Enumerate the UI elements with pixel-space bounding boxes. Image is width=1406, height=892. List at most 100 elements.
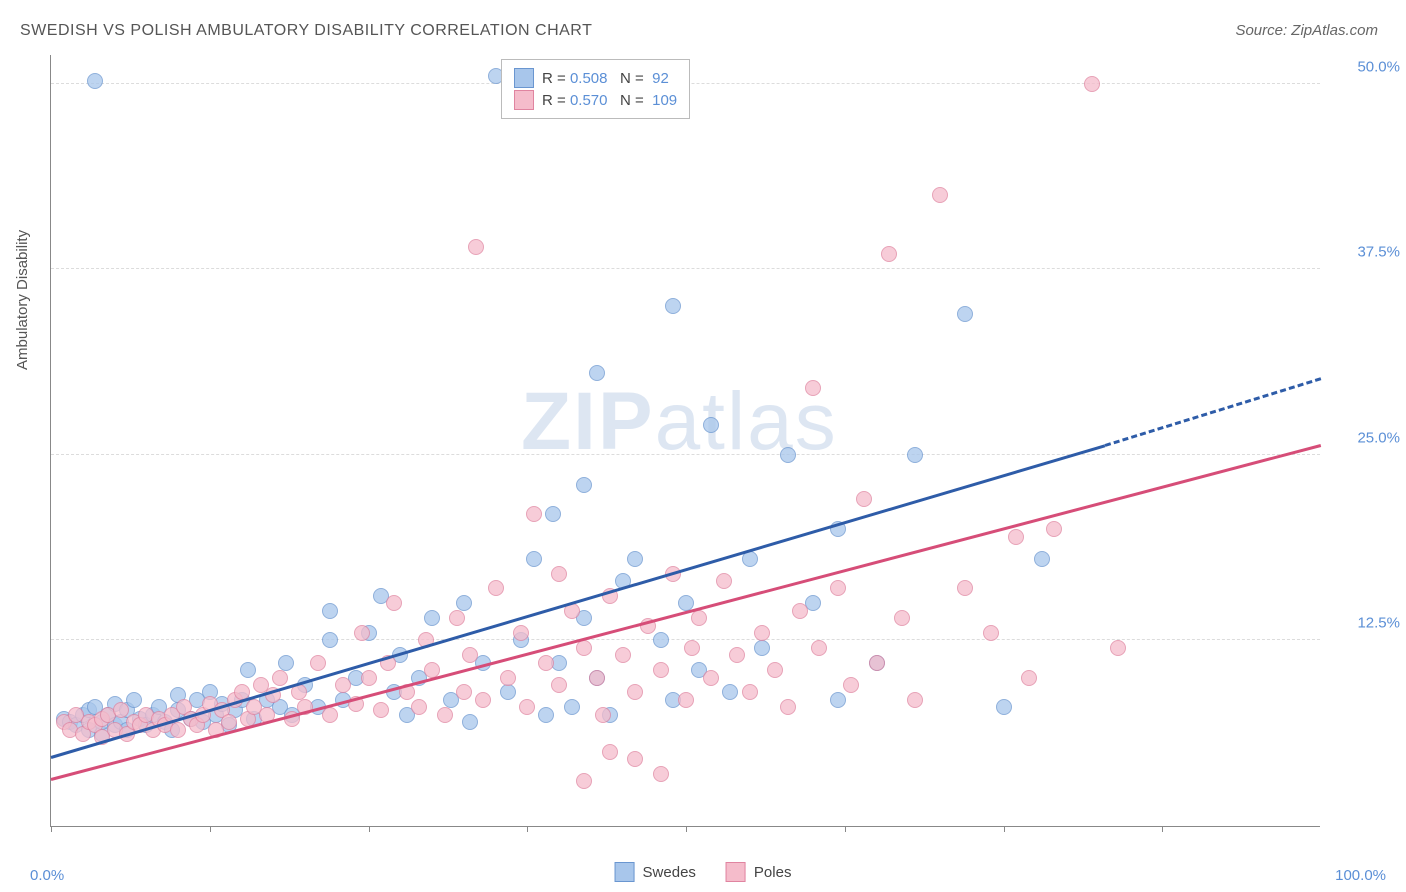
plot-area: ZIPatlas 12.5%25.0%37.5%50.0%R = 0.508 N… — [50, 55, 1320, 827]
scatter-point — [843, 677, 859, 693]
scatter-point — [113, 702, 129, 718]
legend-row: R = 0.570 N = 109 — [514, 90, 677, 110]
scatter-point — [780, 699, 796, 715]
scatter-point — [881, 246, 897, 262]
scatter-point — [811, 640, 827, 656]
scatter-point — [87, 73, 103, 89]
scatter-point — [526, 551, 542, 567]
scatter-point — [754, 625, 770, 641]
scatter-point — [856, 491, 872, 507]
scatter-point — [722, 684, 738, 700]
scatter-point — [322, 632, 338, 648]
bottom-legend-item: Poles — [726, 862, 792, 882]
x-tick — [369, 826, 370, 832]
x-tick — [845, 826, 846, 832]
scatter-point — [456, 684, 472, 700]
scatter-point — [627, 551, 643, 567]
scatter-point — [449, 610, 465, 626]
scatter-point — [468, 239, 484, 255]
scatter-point — [456, 595, 472, 611]
scatter-point — [996, 699, 1012, 715]
scatter-point — [595, 707, 611, 723]
chart-title: SWEDISH VS POLISH AMBULATORY DISABILITY … — [20, 22, 592, 40]
scatter-point — [742, 684, 758, 700]
scatter-point — [792, 603, 808, 619]
scatter-point — [322, 707, 338, 723]
trend-line-dashed — [1105, 378, 1322, 448]
scatter-point — [684, 640, 700, 656]
scatter-point — [767, 662, 783, 678]
x-tick — [527, 826, 528, 832]
scatter-point — [894, 610, 910, 626]
x-tick — [686, 826, 687, 832]
scatter-point — [1021, 670, 1037, 686]
x-tick — [210, 826, 211, 832]
y-axis-title: Ambulatory Disability — [14, 230, 31, 370]
scatter-point — [627, 751, 643, 767]
scatter-point — [1084, 76, 1100, 92]
scatter-point — [691, 610, 707, 626]
scatter-point — [240, 662, 256, 678]
scatter-point — [589, 670, 605, 686]
scatter-point — [1008, 529, 1024, 545]
scatter-point — [780, 447, 796, 463]
scatter-point — [488, 580, 504, 596]
scatter-point — [729, 647, 745, 663]
scatter-point — [957, 306, 973, 322]
scatter-point — [424, 610, 440, 626]
gridline — [51, 454, 1320, 455]
source-credit: Source: ZipAtlas.com — [1235, 22, 1378, 39]
scatter-point — [653, 662, 669, 678]
x-axis-max-label: 100.0% — [1335, 867, 1386, 884]
scatter-point — [627, 684, 643, 700]
scatter-point — [221, 714, 237, 730]
scatter-point — [126, 692, 142, 708]
scatter-point — [576, 640, 592, 656]
scatter-point — [805, 380, 821, 396]
scatter-point — [589, 365, 605, 381]
scatter-point — [513, 625, 529, 641]
scatter-point — [538, 707, 554, 723]
scatter-point — [703, 670, 719, 686]
gridline — [51, 268, 1320, 269]
legend-swatch — [514, 90, 534, 110]
scatter-point — [386, 595, 402, 611]
y-tick-label: 12.5% — [1330, 615, 1400, 632]
scatter-point — [653, 632, 669, 648]
legend-text: R = 0.508 N = 92 — [542, 70, 669, 87]
legend-swatch — [726, 862, 746, 882]
scatter-point — [653, 766, 669, 782]
scatter-point — [665, 298, 681, 314]
scatter-point — [437, 707, 453, 723]
trend-line — [51, 444, 1322, 781]
scatter-point — [869, 655, 885, 671]
x-axis-min-label: 0.0% — [30, 867, 64, 884]
legend-label: Poles — [754, 864, 792, 881]
scatter-point — [907, 692, 923, 708]
scatter-point — [411, 699, 427, 715]
scatter-point — [678, 692, 694, 708]
legend-swatch — [514, 68, 534, 88]
scatter-point — [957, 580, 973, 596]
scatter-point — [322, 603, 338, 619]
scatter-point — [526, 506, 542, 522]
y-tick-label: 50.0% — [1330, 58, 1400, 75]
bottom-legend: Swedes Poles — [615, 862, 792, 882]
scatter-point — [500, 684, 516, 700]
scatter-point — [373, 702, 389, 718]
scatter-point — [615, 647, 631, 663]
x-tick — [1162, 826, 1163, 832]
scatter-point — [1046, 521, 1062, 537]
scatter-point — [475, 692, 491, 708]
scatter-point — [278, 655, 294, 671]
scatter-point — [335, 677, 351, 693]
legend-label: Swedes — [643, 864, 696, 881]
y-tick-label: 37.5% — [1330, 244, 1400, 261]
scatter-point — [602, 744, 618, 760]
scatter-point — [1034, 551, 1050, 567]
scatter-point — [354, 625, 370, 641]
scatter-point — [830, 692, 846, 708]
scatter-point — [462, 714, 478, 730]
bottom-legend-item: Swedes — [615, 862, 696, 882]
scatter-point — [564, 699, 580, 715]
